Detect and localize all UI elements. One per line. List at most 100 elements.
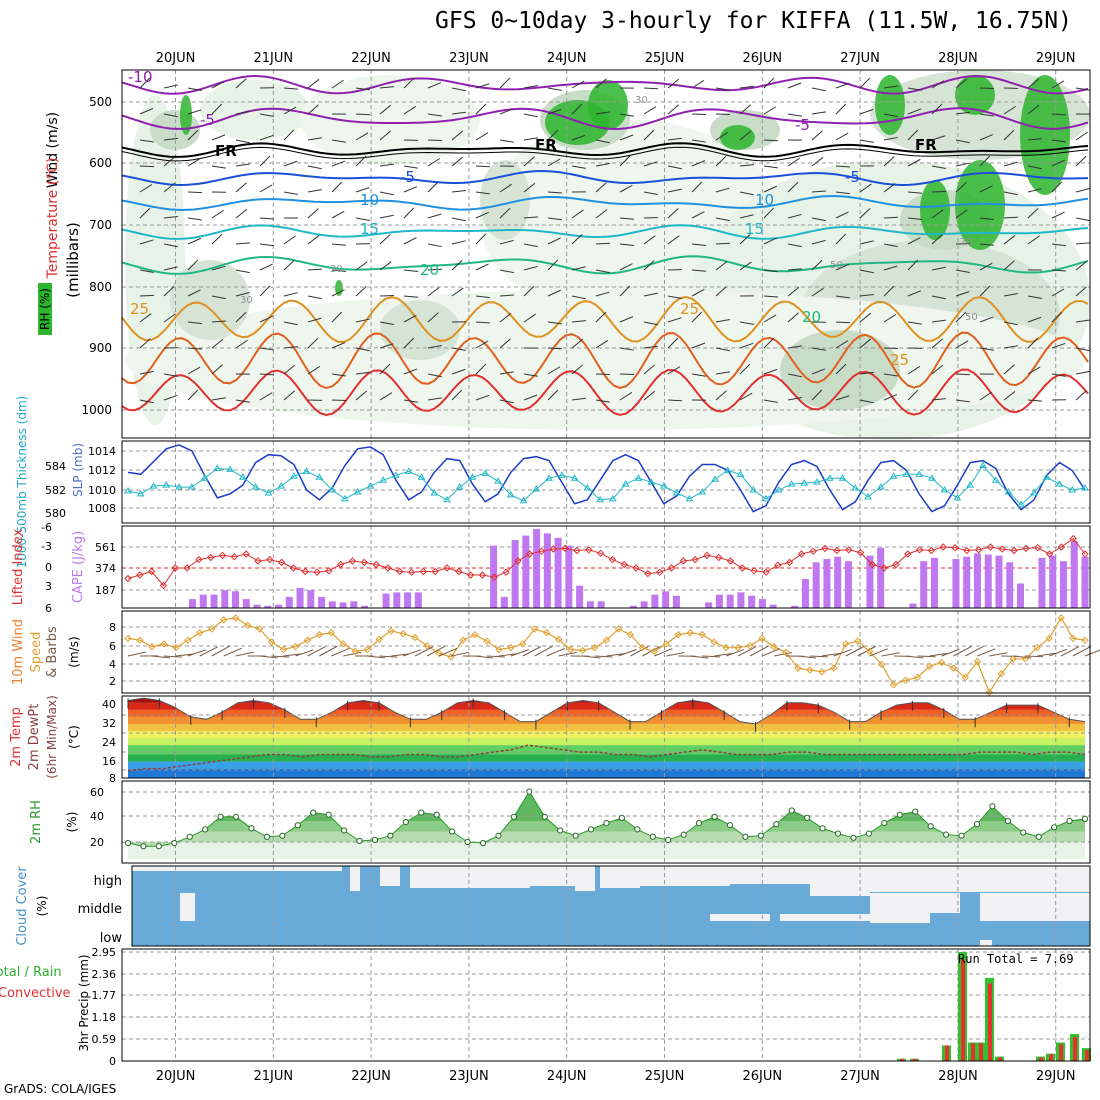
wind-barb <box>667 317 682 323</box>
wind-unit-label: (m/s) <box>67 636 81 667</box>
wind-barb <box>643 161 658 167</box>
li-point <box>336 560 345 569</box>
contour-label: 50 <box>965 312 978 323</box>
rh-point <box>773 821 780 828</box>
thickness-point <box>430 488 439 496</box>
rh-high-shading <box>955 75 995 115</box>
wind-barb <box>163 215 178 219</box>
wind-barb <box>1075 286 1087 297</box>
wind-speed-point <box>148 643 156 651</box>
wind-barb <box>1051 113 1067 116</box>
wind-barb <box>211 397 226 401</box>
li-tick: 0 <box>45 561 52 574</box>
wind-barb <box>499 338 511 349</box>
cape-bar <box>500 596 508 608</box>
wind-barb-10m <box>426 645 446 657</box>
wind-barb <box>451 87 466 92</box>
dewpoint-line <box>127 744 1086 772</box>
cape-bar <box>963 556 971 608</box>
precip-convective-bar <box>1049 1054 1053 1061</box>
wind-barb-10m <box>175 653 194 657</box>
li-point <box>549 545 558 553</box>
wind-barb <box>787 373 802 378</box>
wind-barb <box>547 191 563 194</box>
wind-barb <box>283 364 296 375</box>
wind-barb <box>763 399 778 403</box>
wind-barb <box>1051 181 1063 193</box>
wind-barb <box>787 157 800 167</box>
li-point <box>655 568 664 576</box>
li-point <box>206 553 215 562</box>
li-point <box>1069 534 1077 543</box>
wind-barb <box>859 183 872 193</box>
wind-barb <box>283 87 298 90</box>
li-point <box>904 550 912 558</box>
rh-point <box>1081 815 1089 823</box>
slp-tick: 1008 <box>88 502 116 515</box>
cape-bar <box>877 547 885 608</box>
wind-speed-point <box>854 637 862 645</box>
wind-barb <box>139 338 151 349</box>
cape-bar <box>1070 541 1078 608</box>
cloud-clear-block <box>380 866 400 886</box>
pressure-tick-label: 500 <box>89 95 112 109</box>
wind-barb <box>979 134 994 141</box>
li-point <box>963 546 971 555</box>
rh-point <box>557 827 564 834</box>
wind-barb <box>739 342 754 349</box>
temp-band <box>128 731 1085 739</box>
li-point <box>726 557 735 565</box>
wind-barb <box>307 337 319 349</box>
wind-barb <box>163 84 178 89</box>
cape-bar <box>339 602 347 608</box>
wind-barb <box>883 85 898 89</box>
rh-point <box>834 830 842 837</box>
wind-barb <box>1003 345 1018 349</box>
thickness-point <box>341 494 349 502</box>
rh-point <box>171 839 178 847</box>
wind-speed-point <box>303 636 312 644</box>
wind-barb <box>643 235 656 245</box>
wind-barb-10m <box>941 648 960 657</box>
wind-barb <box>955 373 971 376</box>
wind-barb <box>163 156 176 167</box>
wind-barb <box>1075 217 1090 222</box>
thickness-point <box>736 470 745 477</box>
wind-barb <box>787 213 802 219</box>
wind-speed-point <box>889 681 898 689</box>
wind-barb <box>979 285 991 297</box>
wind-barb <box>931 165 946 169</box>
wind-barb <box>355 318 370 323</box>
contour-label: 15 <box>745 220 764 238</box>
wind-barb <box>907 290 922 297</box>
thickness-point <box>825 474 834 481</box>
wind-barb <box>979 262 993 271</box>
wind-speed-point <box>327 629 336 637</box>
contour-label: FR <box>535 136 557 154</box>
wind-barb <box>859 338 871 349</box>
wind-barb-10m <box>187 649 206 657</box>
wind-barb <box>835 233 847 245</box>
date-label-bottom: 29JUN <box>1036 1069 1076 1084</box>
cape-bar <box>361 605 369 608</box>
wind-barb <box>451 347 466 351</box>
li-point <box>407 568 416 576</box>
wind-barb-10m <box>127 651 147 657</box>
thickness-point <box>621 480 630 487</box>
wind-barb <box>1027 366 1041 375</box>
contour-label: 25 <box>130 300 149 318</box>
li-point <box>242 550 250 558</box>
thickness-point <box>557 471 566 478</box>
thickness-point <box>443 495 451 503</box>
wind-barb <box>691 80 705 89</box>
temp-contour-30 <box>121 331 1089 390</box>
wind-speed-point <box>758 634 766 643</box>
wind-barb <box>811 287 824 297</box>
wind-barb-10m <box>199 646 219 657</box>
wind-barb <box>427 139 443 142</box>
rh-point <box>294 822 301 829</box>
wind-barb <box>715 187 730 193</box>
wind-barb <box>931 319 946 323</box>
wind-barb <box>1051 311 1063 323</box>
pressure-tick-label: 900 <box>89 341 112 355</box>
